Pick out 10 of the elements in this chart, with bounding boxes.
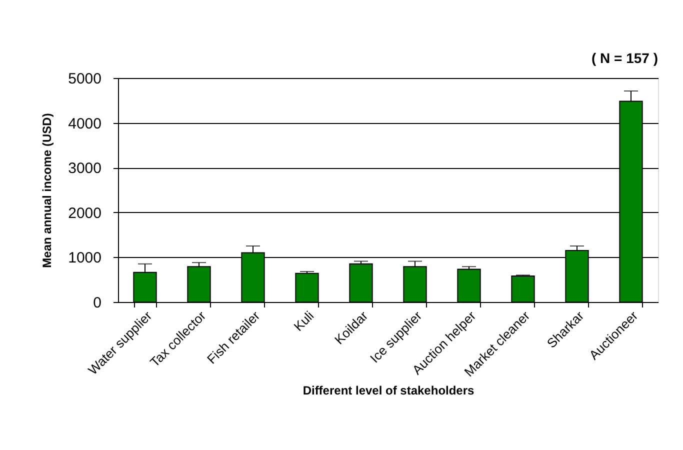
y-tick-label: 1000	[68, 250, 102, 267]
y-tick-label: 3000	[68, 160, 102, 178]
text: ( N = 157 )	[591, 50, 658, 66]
y-tick-label: 2000	[68, 204, 102, 222]
y-axis-title: Mean annual income (USD)	[40, 113, 54, 268]
x-axis-title: Different level of stakeholders	[302, 383, 475, 398]
y-tick-label: 4000	[68, 115, 102, 132]
y-tick-label: 0	[93, 294, 102, 312]
y-tick-label: 5000	[68, 70, 102, 88]
x-tick-label: Kuli	[290, 308, 317, 334]
